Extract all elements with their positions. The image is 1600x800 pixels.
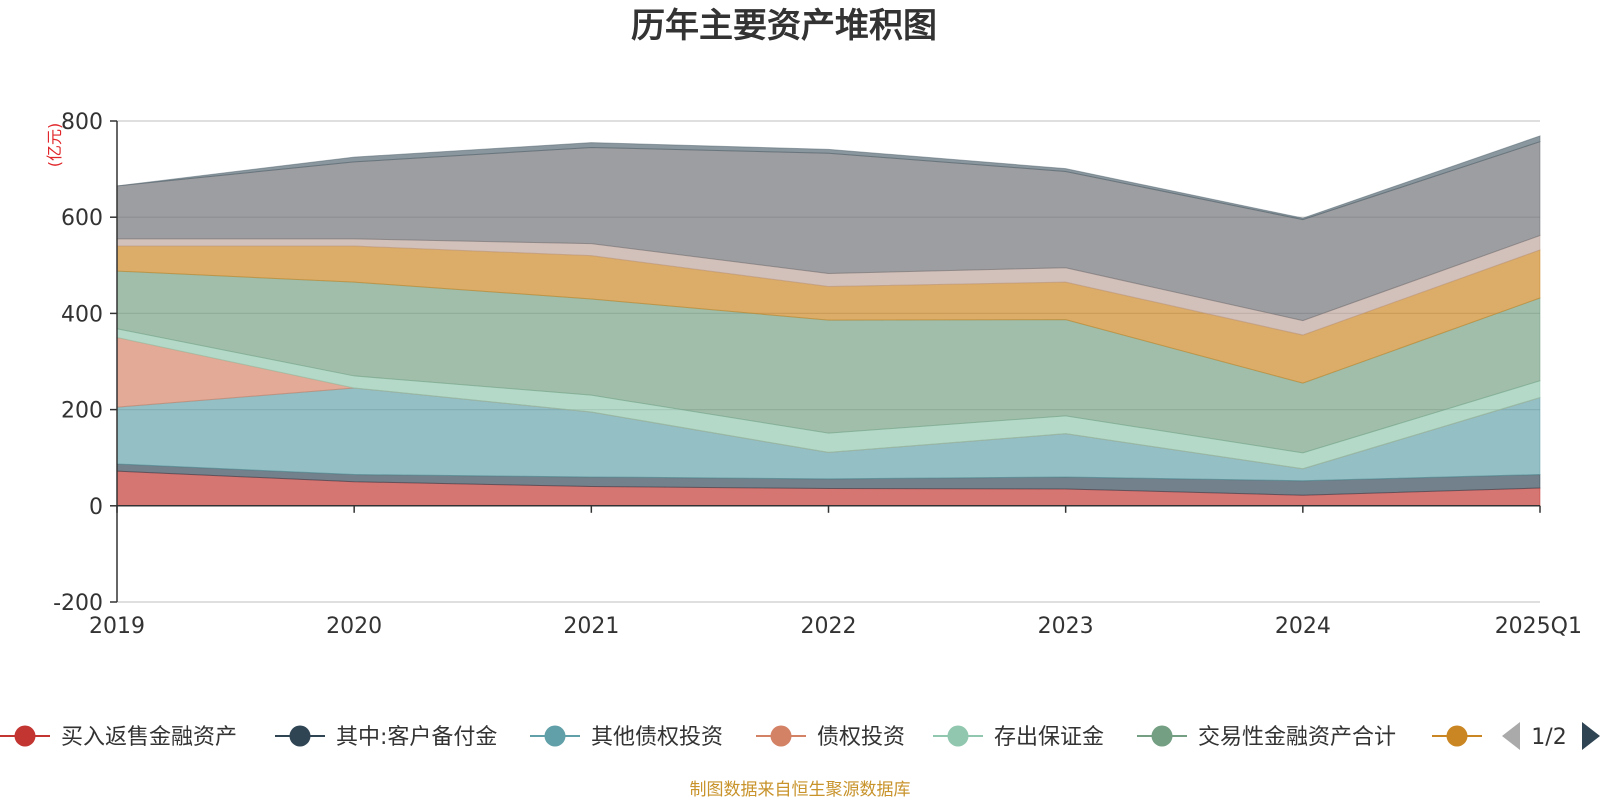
x-tick-label: 2021 bbox=[563, 614, 619, 639]
legend-marker-icon bbox=[770, 725, 792, 747]
x-tick-label: 2024 bbox=[1275, 614, 1331, 639]
y-tick-label: 600 bbox=[61, 206, 103, 231]
legend-label: 交易性金融资产合计 bbox=[1198, 725, 1396, 750]
legend-marker-icon bbox=[1446, 725, 1468, 747]
legend-label: 债权投资 bbox=[817, 725, 905, 750]
area-series-9 bbox=[116, 135, 1541, 221]
y-tick-label: 400 bbox=[61, 302, 103, 327]
legend-page-indicator: 1/2 bbox=[1531, 725, 1566, 750]
legend-label: 其中:客户备付金 bbox=[336, 725, 497, 750]
legend-item[interactable] bbox=[1432, 725, 1482, 747]
legend-item[interactable]: 债权投资 bbox=[756, 725, 905, 750]
chart-title: 历年主要资产堆积图 bbox=[631, 6, 937, 46]
legend-label: 存出保证金 bbox=[994, 725, 1104, 750]
x-tick-label: 2023 bbox=[1038, 614, 1094, 639]
legend-item[interactable]: 买入返售金融资产 bbox=[0, 725, 237, 750]
x-tick-label: 2019 bbox=[89, 614, 145, 639]
legend-label: 其他债权投资 bbox=[591, 725, 723, 750]
legend-item[interactable]: 其中:客户备付金 bbox=[275, 725, 497, 750]
x-axis-ticks: 2019 2020 2021 2022 2023 2024 2025Q1 bbox=[89, 505, 1582, 639]
legend-marker-icon bbox=[14, 725, 36, 747]
legend-marker-icon bbox=[289, 725, 311, 747]
legend-item[interactable]: 交易性金融资产合计 bbox=[1137, 725, 1396, 750]
legend: 买入返售金融资产 其中:客户备付金 其他债权投资 债权投资 存出保证金 交易性金融资产合计 bbox=[0, 725, 1482, 750]
legend-marker-icon bbox=[1151, 725, 1173, 747]
legend-marker-icon bbox=[947, 725, 969, 747]
y-axis-unit-label: (亿元) bbox=[45, 123, 64, 168]
data-source-note: 制图数据来自恒生聚源数据库 bbox=[690, 780, 911, 800]
y-tick-label: 800 bbox=[61, 110, 103, 135]
legend-label: 买入返售金融资产 bbox=[61, 725, 237, 750]
y-tick-label: 0 bbox=[89, 495, 103, 520]
legend-prev-icon[interactable] bbox=[1502, 722, 1520, 750]
x-tick-label: 2025Q1 bbox=[1495, 614, 1582, 639]
legend-item[interactable]: 其他债权投资 bbox=[530, 725, 723, 750]
legend-next-icon[interactable] bbox=[1582, 722, 1600, 750]
legend-item[interactable]: 存出保证金 bbox=[933, 725, 1104, 750]
legend-pager: 1/2 bbox=[1502, 722, 1600, 750]
legend-marker-icon bbox=[544, 725, 566, 747]
y-axis-ticks: 800 600 400 200 0 -200 bbox=[53, 110, 117, 616]
area-series bbox=[116, 135, 1541, 507]
y-tick-label: 200 bbox=[61, 399, 103, 424]
x-tick-label: 2022 bbox=[801, 614, 857, 639]
x-tick-label: 2020 bbox=[326, 614, 382, 639]
y-tick-label: -200 bbox=[53, 591, 103, 616]
